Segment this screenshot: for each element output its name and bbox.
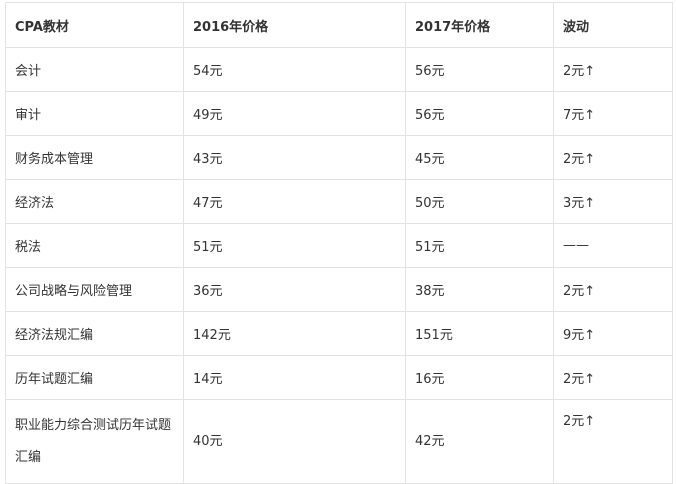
table-row: 财务成本管理 43元 45元 2元↑ [5, 135, 673, 180]
table-cell: 40元 [183, 399, 406, 484]
price-table: CPA教材 2016年价格 2017年价格 波动 会计 54元 56元 2元↑ 审计 49元 56… [5, 2, 673, 484]
table-cell: 142元 [183, 311, 406, 356]
table-cell: 2元↑ [553, 399, 673, 484]
table-cell: 审计 [5, 91, 184, 136]
table-cell: 47元 [183, 179, 406, 224]
table-cell: 50元 [405, 179, 554, 224]
table-cell: 51元 [405, 223, 554, 268]
table-cell: 税法 [5, 223, 184, 268]
table-cell: 42元 [405, 399, 554, 484]
table-cell: 56元 [405, 91, 554, 136]
header-cell: 2017年价格 [405, 2, 554, 48]
table-cell: 会计 [5, 47, 184, 92]
table-cell: 56元 [405, 47, 554, 92]
table-cell: 2元↑ [553, 355, 673, 400]
table-cell: 38元 [405, 267, 554, 312]
table-cell: 2元↑ [553, 47, 673, 92]
table-row: 经济法 47元 50元 3元↑ [5, 179, 673, 224]
table-cell: 经济法规汇编 [5, 311, 184, 356]
table-cell: 2元↑ [553, 267, 673, 312]
table-cell: 7元↑ [553, 91, 673, 136]
table-cell: 49元 [183, 91, 406, 136]
header-cell: 2016年价格 [183, 2, 406, 48]
table-cell: 151元 [405, 311, 554, 356]
table-row: 历年试题汇编 14元 16元 2元↑ [5, 355, 673, 400]
table-cell: 经济法 [5, 179, 184, 224]
table-cell: 公司战略与风险管理 [5, 267, 184, 312]
table-cell: 43元 [183, 135, 406, 180]
table-cell: 3元↑ [553, 179, 673, 224]
table-row: 审计 49元 56元 7元↑ [5, 91, 673, 136]
table-row: 公司战略与风险管理 36元 38元 2元↑ [5, 267, 673, 312]
header-cell: CPA教材 [5, 2, 184, 48]
table-cell: 财务成本管理 [5, 135, 184, 180]
table-cell: 2元↑ [553, 135, 673, 180]
table-row: 职业能力综合测试历年试题汇编 40元 42元 2元↑ [5, 399, 673, 484]
table-cell: 16元 [405, 355, 554, 400]
header-row: CPA教材 2016年价格 2017年价格 波动 [5, 2, 673, 48]
table-cell: 54元 [183, 47, 406, 92]
header-cell: 波动 [553, 2, 673, 48]
table-cell: 9元↑ [553, 311, 673, 356]
table-cell: 45元 [405, 135, 554, 180]
table-row: 税法 51元 51元 —— [5, 223, 673, 268]
table-cell: 36元 [183, 267, 406, 312]
table-cell: 职业能力综合测试历年试题汇编 [5, 399, 184, 484]
table-cell: 历年试题汇编 [5, 355, 184, 400]
table-row: 经济法规汇编 142元 151元 9元↑ [5, 311, 673, 356]
table-row: 会计 54元 56元 2元↑ [5, 47, 673, 92]
table-cell: —— [553, 223, 673, 268]
table-cell: 14元 [183, 355, 406, 400]
table-cell: 51元 [183, 223, 406, 268]
